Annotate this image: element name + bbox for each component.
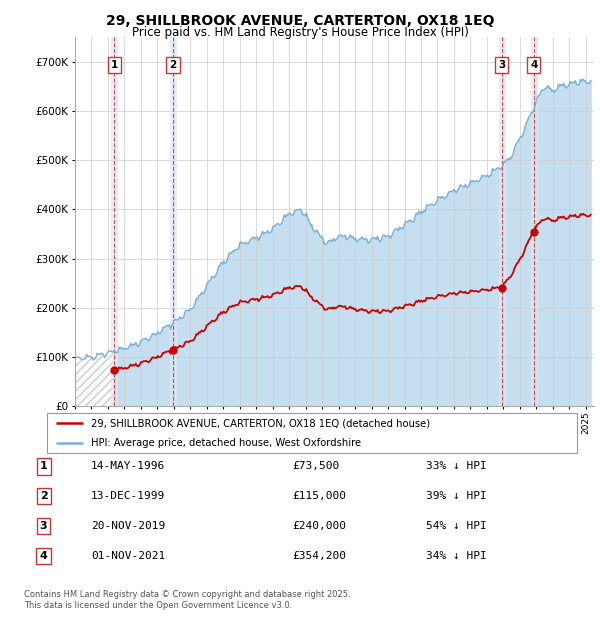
Text: 2: 2 bbox=[40, 491, 47, 502]
Text: 20-NOV-2019: 20-NOV-2019 bbox=[91, 521, 165, 531]
Text: 54% ↓ HPI: 54% ↓ HPI bbox=[426, 521, 487, 531]
Text: 13-DEC-1999: 13-DEC-1999 bbox=[91, 491, 165, 502]
Bar bbox=[170, 37, 176, 406]
Text: 4: 4 bbox=[40, 551, 47, 561]
Bar bbox=[531, 37, 536, 406]
Text: 14-MAY-1996: 14-MAY-1996 bbox=[91, 461, 165, 471]
Text: Price paid vs. HM Land Registry's House Price Index (HPI): Price paid vs. HM Land Registry's House … bbox=[131, 26, 469, 39]
Text: HPI: Average price, detached house, West Oxfordshire: HPI: Average price, detached house, West… bbox=[91, 438, 361, 448]
Text: Contains HM Land Registry data © Crown copyright and database right 2025.
This d: Contains HM Land Registry data © Crown c… bbox=[24, 590, 350, 609]
FancyBboxPatch shape bbox=[47, 412, 577, 453]
Text: £354,200: £354,200 bbox=[292, 551, 346, 561]
Text: 34% ↓ HPI: 34% ↓ HPI bbox=[426, 551, 487, 561]
Text: £73,500: £73,500 bbox=[292, 461, 339, 471]
Bar bbox=[111, 37, 117, 406]
Text: 33% ↓ HPI: 33% ↓ HPI bbox=[426, 461, 487, 471]
Text: £115,000: £115,000 bbox=[292, 491, 346, 502]
Text: 29, SHILLBROOK AVENUE, CARTERTON, OX18 1EQ: 29, SHILLBROOK AVENUE, CARTERTON, OX18 1… bbox=[106, 14, 494, 28]
Text: 01-NOV-2021: 01-NOV-2021 bbox=[91, 551, 165, 561]
Text: 39% ↓ HPI: 39% ↓ HPI bbox=[426, 491, 487, 502]
Text: 2: 2 bbox=[169, 60, 176, 70]
Bar bbox=[499, 37, 505, 406]
Text: 3: 3 bbox=[498, 60, 505, 70]
Text: 29, SHILLBROOK AVENUE, CARTERTON, OX18 1EQ (detached house): 29, SHILLBROOK AVENUE, CARTERTON, OX18 1… bbox=[91, 418, 430, 428]
Text: 4: 4 bbox=[530, 60, 538, 70]
Text: 1: 1 bbox=[110, 60, 118, 70]
Text: £240,000: £240,000 bbox=[292, 521, 346, 531]
Text: 3: 3 bbox=[40, 521, 47, 531]
Text: 1: 1 bbox=[40, 461, 47, 471]
